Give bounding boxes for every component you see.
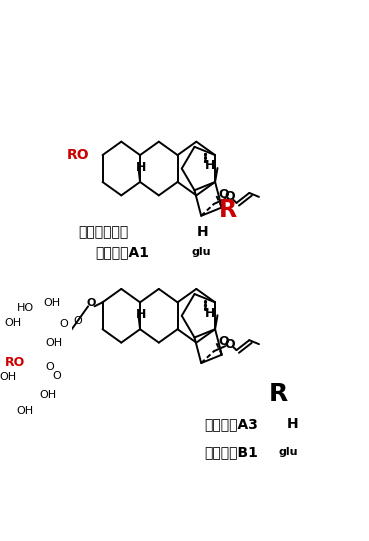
Text: O: O: [225, 190, 235, 203]
Text: O: O: [218, 335, 228, 348]
Text: OH: OH: [44, 298, 61, 308]
Text: O: O: [59, 319, 68, 329]
Text: H: H: [205, 307, 215, 320]
Text: H: H: [205, 160, 215, 173]
Text: OH: OH: [16, 406, 33, 416]
Text: O: O: [73, 316, 82, 326]
Text: OH: OH: [45, 338, 63, 348]
Text: 知母皂苷A3: 知母皂苷A3: [204, 417, 258, 431]
Text: R: R: [269, 382, 288, 406]
Text: RO: RO: [5, 355, 25, 368]
Text: O: O: [218, 188, 228, 201]
Text: OH: OH: [39, 390, 56, 400]
Text: 知母皂苷B1: 知母皂苷B1: [204, 445, 258, 459]
Text: H: H: [287, 417, 299, 431]
Text: 洋菠蔾皂苷元: 洋菠蔾皂苷元: [78, 225, 128, 239]
Text: 知母皂苷A1: 知母皂苷A1: [96, 245, 149, 259]
Text: glu: glu: [279, 447, 298, 457]
Text: glu: glu: [192, 247, 211, 257]
Text: H: H: [197, 225, 208, 239]
Text: RO: RO: [67, 148, 90, 162]
Text: HO: HO: [16, 304, 34, 313]
Text: H: H: [136, 308, 146, 321]
Text: H: H: [136, 161, 146, 174]
Text: OH: OH: [0, 372, 17, 382]
Text: R: R: [219, 199, 237, 222]
Text: O: O: [45, 362, 54, 372]
Text: O: O: [87, 298, 96, 308]
Text: O: O: [225, 338, 235, 351]
Text: OH: OH: [4, 318, 21, 328]
Text: O: O: [52, 371, 61, 381]
